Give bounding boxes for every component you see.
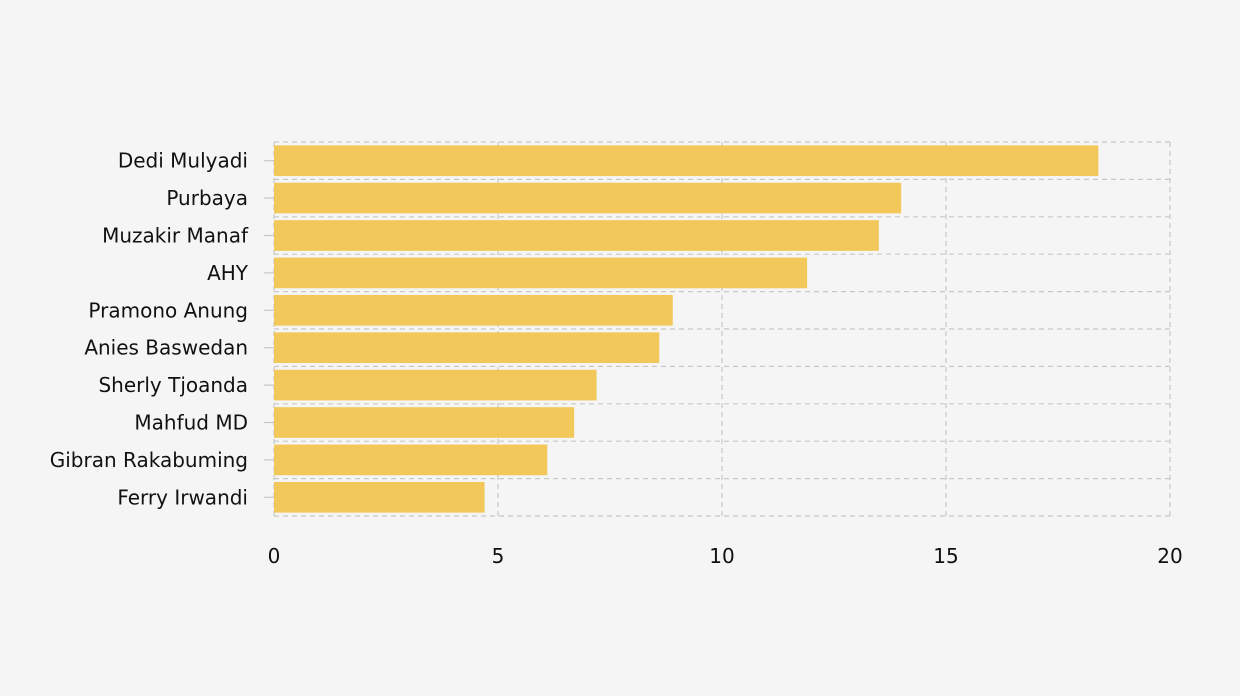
bar[interactable]	[274, 369, 597, 401]
y-tick-label: Mahfud MD	[134, 411, 248, 435]
bar[interactable]	[274, 481, 485, 513]
x-tick-label: 20	[1157, 544, 1182, 568]
y-tick-label: Dedi Mulyadi	[118, 149, 248, 173]
x-tick-label: 15	[933, 544, 958, 568]
bar[interactable]	[274, 444, 548, 476]
y-tick-label: Muzakir Manaf	[102, 224, 249, 248]
y-tick-label: Anies Baswedan	[84, 336, 248, 360]
y-tick-label: Sherly Tjoanda	[98, 373, 248, 397]
y-tick-label: Ferry Irwandi	[117, 485, 248, 509]
y-tick-label: Gibran Rakabuming	[50, 448, 248, 472]
bar[interactable]	[274, 220, 879, 251]
bar[interactable]	[274, 294, 673, 326]
y-tick-label: Purbaya	[166, 186, 248, 210]
x-tick-label: 0	[268, 544, 281, 568]
bar[interactable]	[274, 145, 1099, 177]
bar[interactable]	[274, 407, 575, 438]
bar[interactable]	[274, 182, 902, 214]
y-axis-tick-labels: Dedi Mulyadi Purbaya Muzakir Manaf AHY Pramo…	[50, 149, 274, 509]
bar[interactable]	[274, 332, 660, 364]
bar[interactable]	[274, 257, 808, 289]
bar-layer	[274, 145, 1099, 513]
x-tick-label: 5	[492, 544, 505, 568]
y-tick-label: AHY	[207, 261, 249, 285]
x-axis-tick-labels: 0 5 10 15 20	[268, 544, 1183, 568]
y-tick-label: Pramono Anung	[88, 298, 248, 322]
x-tick-label: 10	[709, 544, 734, 568]
